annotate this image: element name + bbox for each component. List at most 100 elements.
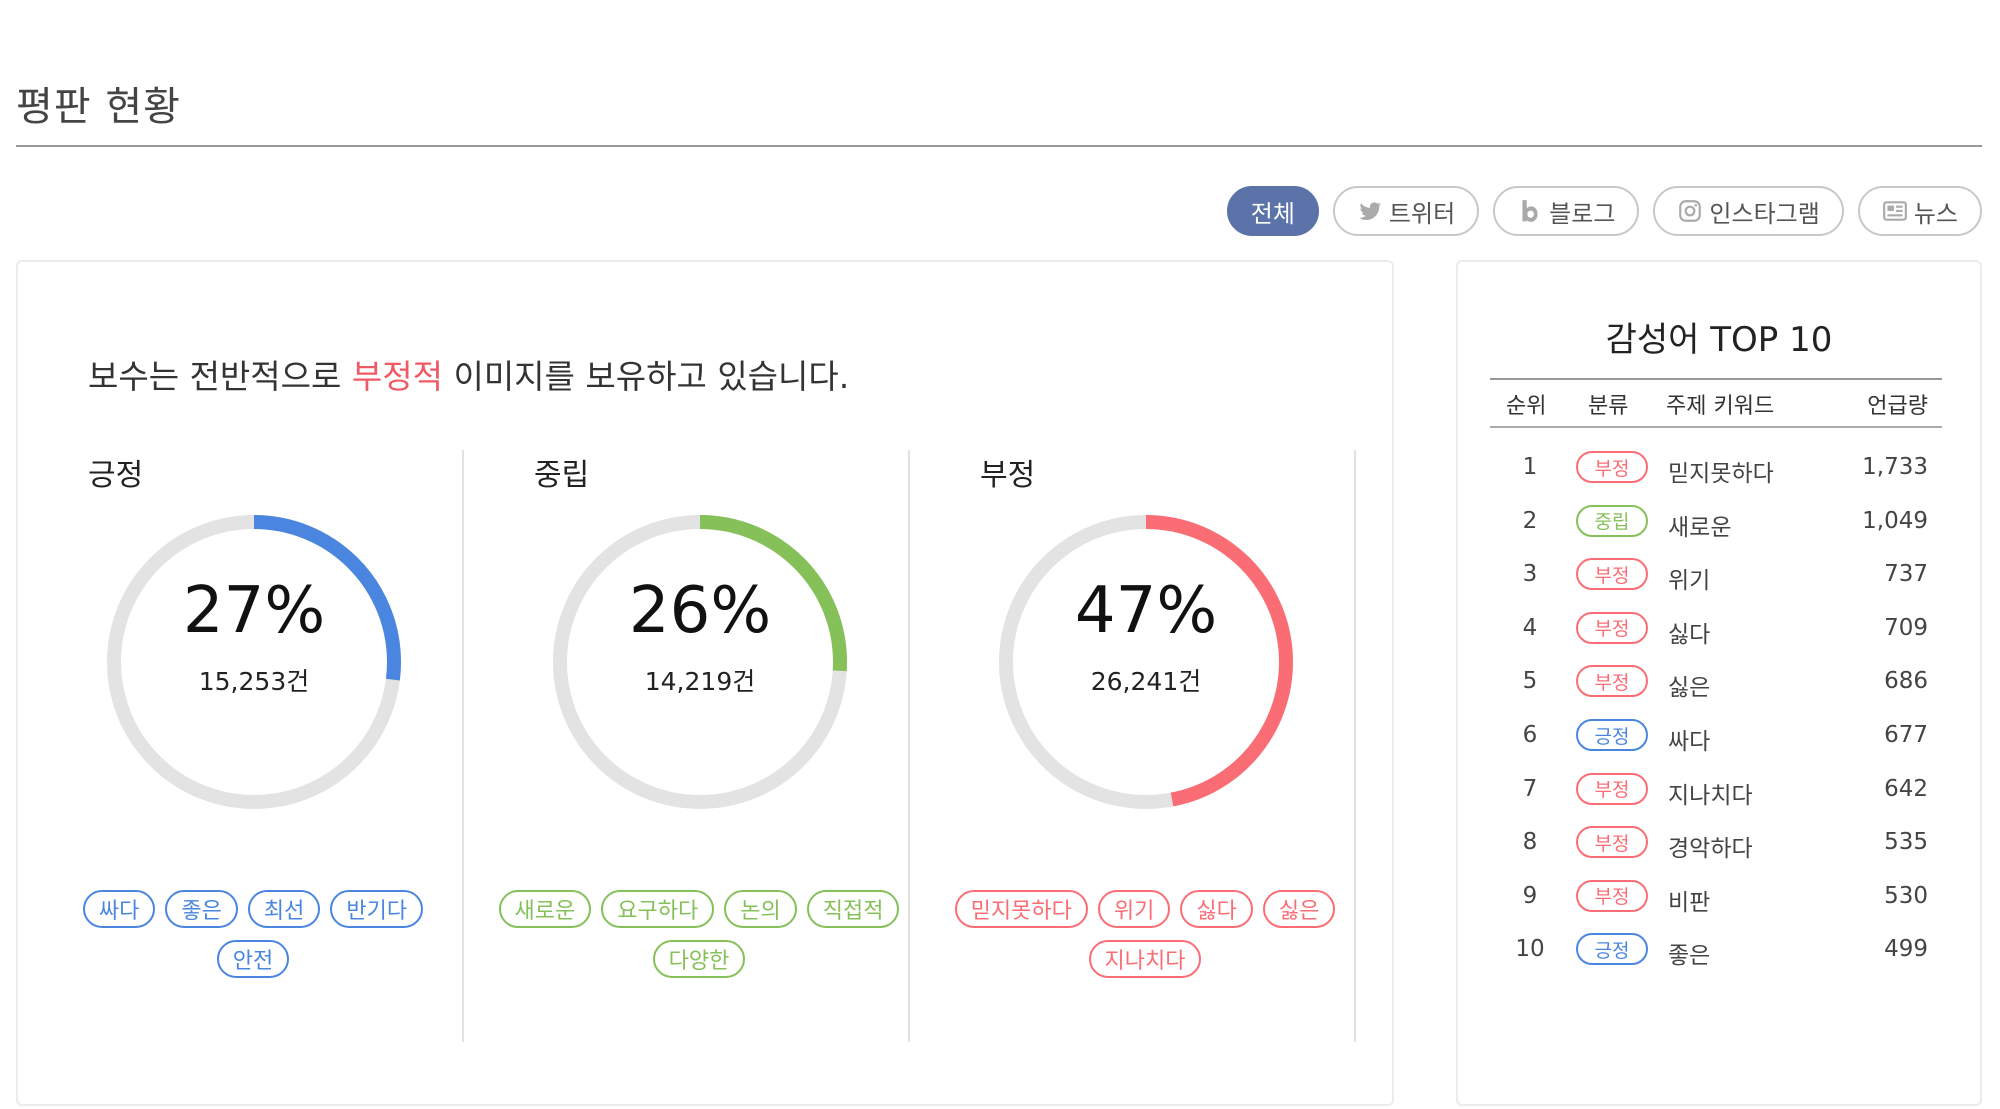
category-badge: 부정 [1576, 826, 1648, 859]
mentions-cell: 499 [1884, 936, 1928, 963]
mentions-cell: 709 [1884, 614, 1928, 641]
keyword-tag[interactable]: 논의 [724, 890, 797, 928]
keyword-cell: 위기 [1668, 568, 1711, 595]
blog-icon [1517, 198, 1543, 224]
table-row: 5 부정 싫은 686 [1458, 656, 1980, 710]
keyword-tag[interactable]: 싫다 [1180, 890, 1253, 928]
rank-cell: 8 [1522, 829, 1538, 856]
top10-card: 감성어 TOP 10 순위 분류 주제 키워드 언급량 1 부정 믿지못하다 1,73… [1456, 260, 1982, 1106]
sentiment-donut-neutral: 26% 14,219건 [550, 512, 850, 812]
twitter-icon [1357, 198, 1383, 224]
filter-all[interactable]: 전체 [1226, 186, 1319, 236]
table-row: 1 부정 믿지못하다 1,733 [1458, 442, 1980, 496]
sentiment-summary: 보수는 전반적으로 부정적 이미지를 보유하고 있습니다. [88, 350, 849, 398]
category-badge: 부정 [1576, 558, 1648, 591]
header-rank: 순위 [1506, 394, 1547, 419]
keyword-tag[interactable]: 반기다 [330, 890, 424, 928]
filter-label: 뉴스 [1913, 199, 1958, 228]
mentions-cell: 1,733 [1862, 454, 1928, 480]
filter-twitter[interactable]: 트위터 [1332, 186, 1480, 236]
category-badge: 부정 [1576, 665, 1648, 698]
mentions-cell: 1,049 [1862, 507, 1928, 534]
header-mentions: 언급량 [1867, 394, 1928, 419]
keyword-tag[interactable]: 다양한 [652, 940, 746, 978]
mentions-cell: 737 [1884, 561, 1928, 588]
keyword-tag[interactable]: 믿지못하다 [954, 890, 1088, 928]
sentiment-percent: 27% [182, 574, 326, 648]
instagram-icon [1677, 198, 1703, 224]
keyword-tag[interactable]: 싫은 [1262, 890, 1336, 928]
sentiment-column-negative: 부정 47% 26,241건 믿지못하다 위기 싫다 싫은 지나치다 [910, 450, 1356, 1042]
table-row: 4 부정 싫다 709 [1458, 603, 1980, 657]
category-badge: 부정 [1576, 451, 1648, 483]
sentiment-percent: 47% [1074, 574, 1218, 648]
mentions-cell: 642 [1884, 775, 1928, 802]
keyword-tag[interactable]: 지나치다 [1088, 940, 1202, 978]
keyword-tag[interactable]: 요구하다 [601, 890, 715, 928]
keyword-tag[interactable]: 최선 [247, 890, 321, 928]
donut-arc-negative [999, 515, 1293, 809]
rank-cell: 3 [1522, 561, 1538, 588]
table-row: 9 부정 비판 530 [1458, 871, 1980, 925]
filter-label: 블로그 [1549, 199, 1616, 228]
keyword-cell: 싸다 [1668, 729, 1711, 755]
keyword-cell: 싫다 [1668, 621, 1711, 648]
column-divider [908, 450, 910, 1042]
summary-suffix: 이미지를 보유하고 있습니다. [442, 357, 850, 396]
keyword-cell: 경악하다 [1668, 836, 1753, 863]
table-row: 8 부정 경악하다 535 [1458, 817, 1980, 871]
rank-cell: 4 [1522, 614, 1538, 641]
header-category: 분류 [1588, 394, 1629, 419]
top10-header-bottom-rule [1490, 426, 1942, 428]
keyword-tag[interactable]: 좋은 [165, 890, 238, 928]
filter-instagram[interactable]: 인스타그램 [1653, 186, 1844, 236]
category-badge: 긍정 [1576, 719, 1648, 751]
keyword-cell: 싫은 [1668, 675, 1711, 702]
rank-cell: 6 [1522, 722, 1538, 748]
category-badge: 긍정 [1576, 933, 1648, 966]
keyword-cell: 좋은 [1668, 943, 1711, 970]
header-keyword: 주제 키워드 [1666, 394, 1775, 419]
table-row: 3 부정 위기 737 [1458, 549, 1980, 603]
keyword-tag[interactable]: 안전 [216, 940, 290, 978]
keyword-tag[interactable]: 싸다 [82, 890, 156, 928]
news-icon [1882, 198, 1908, 224]
mentions-cell: 535 [1884, 829, 1928, 856]
sentiment-count: 14,219건 [644, 667, 756, 696]
filter-blog[interactable]: 블로그 [1493, 186, 1640, 236]
keyword-tag[interactable]: 직접적 [806, 890, 900, 928]
rank-cell: 2 [1522, 507, 1538, 534]
title-divider [16, 145, 1982, 147]
mentions-cell: 686 [1884, 668, 1928, 695]
category-badge: 부정 [1576, 772, 1648, 805]
keyword-cell: 새로운 [1668, 514, 1732, 541]
top10-title: 감성어 TOP 10 [1605, 320, 1833, 360]
filter-label: 전체 [1250, 199, 1295, 228]
keyword-cell: 지나치다 [1668, 782, 1753, 809]
category-badge: 부정 [1576, 611, 1648, 644]
sentiment-label: 중립 [534, 458, 590, 493]
sentiment-count: 26,241건 [1090, 667, 1202, 696]
keyword-tag[interactable]: 새로운 [498, 890, 592, 928]
top10-header-top-rule [1490, 378, 1942, 380]
sentiment-donut-negative: 47% 26,241건 [996, 512, 1296, 812]
keyword-cell: 비판 [1668, 889, 1711, 916]
rank-cell: 1 [1522, 454, 1538, 480]
summary-highlight: 부정적 [351, 357, 443, 396]
keyword-tag[interactable]: 위기 [1097, 890, 1171, 928]
table-row: 10 긍정 좋은 499 [1458, 924, 1980, 978]
summary-prefix: 보수는 전반적으로 [88, 357, 352, 396]
category-badge: 중립 [1576, 504, 1648, 537]
table-row: 6 긍정 싸다 677 [1458, 710, 1980, 764]
donut-arc-positive [107, 515, 401, 809]
filter-news[interactable]: 뉴스 [1857, 186, 1982, 236]
rank-cell: 7 [1522, 775, 1538, 802]
keyword-cell: 믿지못하다 [1668, 461, 1774, 487]
page-title: 평판 현황 [16, 84, 181, 130]
rank-cell: 5 [1522, 668, 1538, 695]
table-row: 2 중립 새로운 1,049 [1458, 496, 1980, 550]
rank-cell: 9 [1522, 882, 1538, 909]
channel-filter-bar: 전체 트위터 블로그 인스타그램 뉴스 [1226, 186, 1982, 236]
